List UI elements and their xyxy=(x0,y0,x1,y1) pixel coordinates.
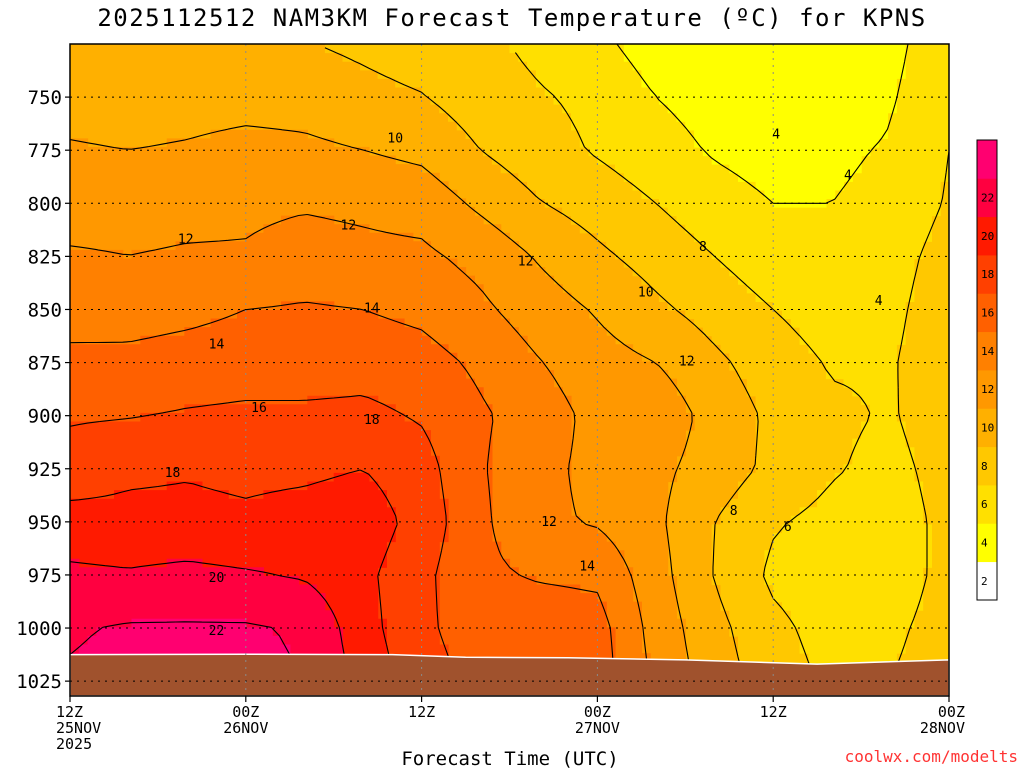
colorbar-swatch xyxy=(977,446,997,486)
contour-label: 12 xyxy=(679,355,695,370)
x-tick-label: 25NOV xyxy=(56,719,101,737)
colorbar: 2 4 6 8 10 12 14 16 18 20 22 xyxy=(976,139,998,601)
contour-label: 8 xyxy=(730,504,738,519)
plot-frame xyxy=(69,43,950,697)
colorbar-swatch xyxy=(977,408,997,448)
colorbar-swatch xyxy=(977,561,997,601)
colorbar-tick-label: 14 xyxy=(981,345,995,358)
x-tick-label: 12Z xyxy=(408,703,435,721)
y-tick-label: 875 xyxy=(28,353,62,375)
contour-label: 6 xyxy=(784,520,792,535)
colorbar-tick-label: 18 xyxy=(981,268,994,281)
contour-label: 16 xyxy=(251,401,267,416)
colorbar-swatch xyxy=(977,216,997,256)
contour-label: 10 xyxy=(387,132,403,147)
y-tick-label: 925 xyxy=(28,459,62,481)
x-tick-label: 00Z xyxy=(584,703,611,721)
x-tick-label: 00Z xyxy=(938,703,965,721)
colorbar-swatch xyxy=(977,293,997,333)
contour-line-10 xyxy=(70,125,693,696)
temperature-band xyxy=(70,301,616,696)
contour-label: 4 xyxy=(772,127,780,142)
colorbar-swatch xyxy=(977,331,997,371)
colorbar-swatch xyxy=(977,523,997,563)
temperature-band xyxy=(324,44,949,696)
colorbar-swatch xyxy=(977,370,997,409)
contour-label: 8 xyxy=(699,240,707,255)
x-tick-label: 27NOV xyxy=(575,719,620,737)
y-axis: 750 775 800 825 850 875 900 925 950 975 1000 1025 xyxy=(16,87,70,693)
x-axis-label: Forecast Time (UTC) xyxy=(401,748,618,768)
contour-label: 12 xyxy=(341,219,357,234)
temperature-contours xyxy=(70,44,949,696)
colorbar-tick-label: 10 xyxy=(981,422,994,435)
contour-label: 12 xyxy=(541,515,557,530)
contour-label: 20 xyxy=(209,571,225,586)
colorbar-swatch xyxy=(977,140,997,179)
contour-label: 14 xyxy=(209,338,225,353)
colorbar-swatch xyxy=(977,485,997,524)
y-tick-label: 825 xyxy=(28,246,62,268)
contour-line-16 xyxy=(70,394,459,696)
colorbar-tick-label: 16 xyxy=(981,307,994,320)
colorbar-swatch xyxy=(977,255,997,294)
x-tick-label: 12Z xyxy=(56,703,83,721)
temperature-band xyxy=(70,129,695,696)
contour-label: 12 xyxy=(518,255,534,270)
x-tick-label: 00Z xyxy=(232,703,259,721)
y-tick-label: 1025 xyxy=(16,671,62,693)
contour-line-6 xyxy=(514,52,949,696)
y-tick-label: 800 xyxy=(28,193,62,215)
colorbar-tick-label: 8 xyxy=(981,460,988,473)
contour-line-18 xyxy=(70,469,398,696)
colorbar-tick-label: 4 xyxy=(981,537,988,550)
colorbar-tick-label: 22 xyxy=(981,192,994,205)
contour-labels: 10 12 12 12 10 8 4 4 4 14 14 12 16 18 18 8 6 12 14 20 22 xyxy=(165,127,883,639)
x-tick-label: 28NOV xyxy=(920,719,965,737)
contour-label: 10 xyxy=(638,285,654,300)
contour-line-8 xyxy=(324,47,759,696)
terrain xyxy=(70,653,949,696)
contour-line-20 xyxy=(70,560,351,696)
y-tick-label: 1000 xyxy=(16,618,62,640)
contour-label: 14 xyxy=(364,301,380,316)
contour-label: 4 xyxy=(875,294,883,309)
temperature-band xyxy=(509,44,949,696)
colorbar-tick-label: 12 xyxy=(981,383,994,396)
y-tick-label: 975 xyxy=(28,565,62,587)
contour-label: 12 xyxy=(178,232,194,247)
contour-label: 14 xyxy=(579,559,595,574)
colorbar-tick-label: 6 xyxy=(981,498,988,511)
temperature-band xyxy=(623,44,906,208)
credit-text: coolwx.com/modelts xyxy=(845,747,1018,766)
x-tick-label: 26NOV xyxy=(223,719,268,737)
x-tick-label: 2025 xyxy=(56,735,92,753)
terrain-fill xyxy=(70,653,949,696)
y-tick-label: 900 xyxy=(28,406,62,428)
contour-label: 18 xyxy=(364,413,380,428)
y-tick-label: 850 xyxy=(28,299,62,321)
y-tick-label: 750 xyxy=(28,87,62,109)
temperature-fill xyxy=(70,44,949,696)
temperature-band xyxy=(70,558,352,696)
contour-line-12 xyxy=(70,213,650,696)
colorbar-tick-label: 2 xyxy=(981,575,988,588)
temperature-band xyxy=(70,472,396,696)
y-tick-label: 950 xyxy=(28,512,62,534)
colorbar-swatch xyxy=(977,178,997,218)
temperature-band xyxy=(70,215,651,696)
temperature-band xyxy=(70,44,757,696)
x-tick-label: 12Z xyxy=(760,703,787,721)
contour-label: 22 xyxy=(209,624,225,639)
y-tick-label: 775 xyxy=(28,140,62,162)
chart-title: 2025112512 NAM3KM Forecast Temperature (… xyxy=(97,4,927,32)
colorbar-tick-label: 20 xyxy=(981,230,994,243)
contour-label: 18 xyxy=(165,466,181,481)
contour-label: 4 xyxy=(844,169,852,184)
colorbar-frame xyxy=(976,139,998,601)
